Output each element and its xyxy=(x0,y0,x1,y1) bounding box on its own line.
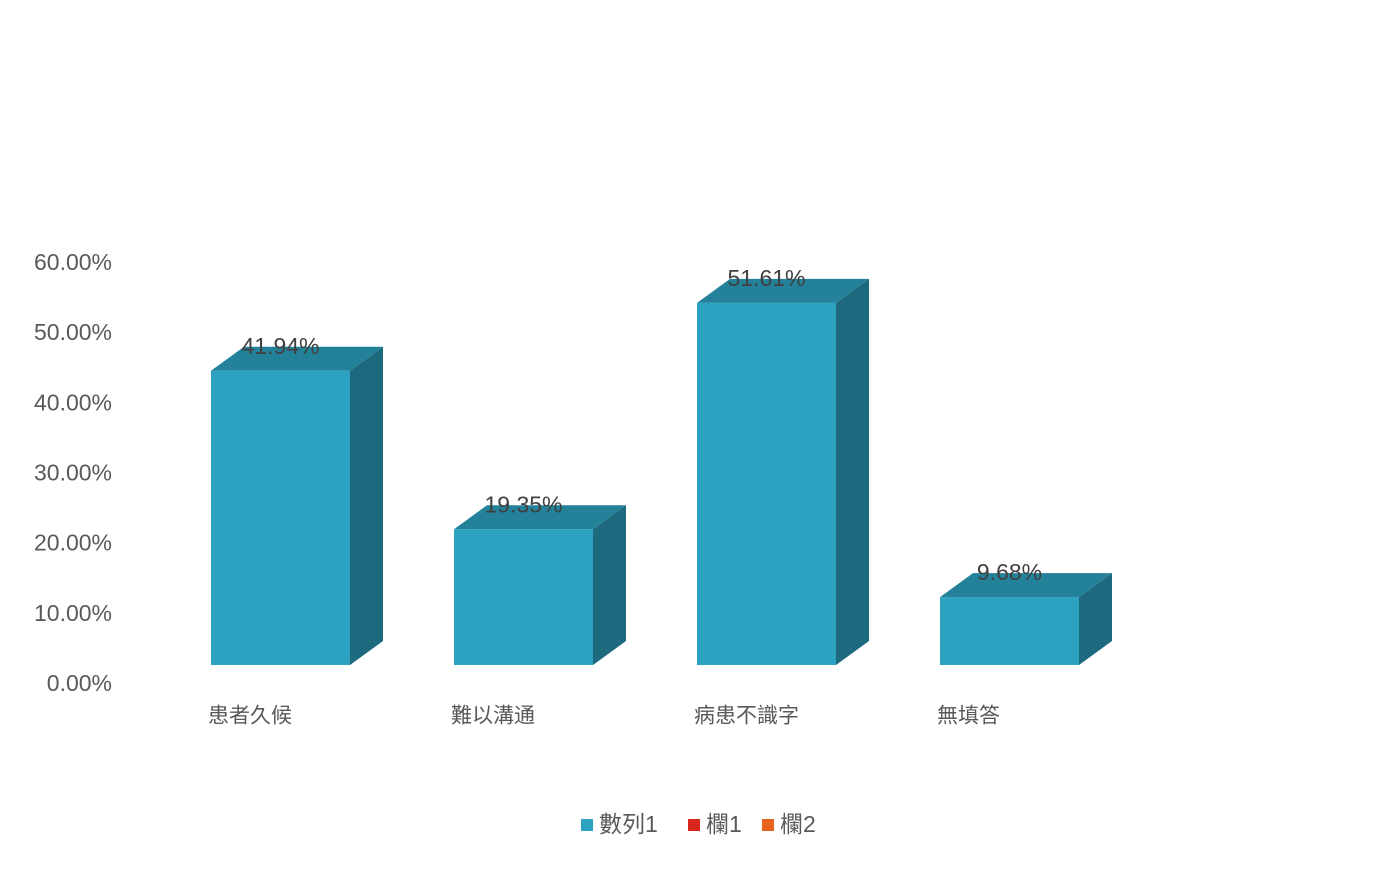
legend-label: 欄1 xyxy=(706,811,742,837)
y-tick-label: 40.00% xyxy=(34,389,112,415)
y-tick-label: 20.00% xyxy=(34,530,112,556)
y-tick-label: 10.00% xyxy=(34,600,112,626)
y-tick-label: 60.00% xyxy=(34,249,112,275)
bar-side xyxy=(350,346,383,665)
data-label: 9.68% xyxy=(977,559,1042,585)
x-tick-label: 難以溝通 xyxy=(451,705,535,728)
data-label: 41.94% xyxy=(241,333,319,359)
legend-swatch xyxy=(581,819,593,831)
x-tick-label: 病患不識字 xyxy=(694,705,799,728)
bar xyxy=(940,597,1079,665)
bar xyxy=(211,370,350,665)
x-tick-label: 無填答 xyxy=(937,705,1000,728)
y-tick-label: 0.00% xyxy=(47,670,112,696)
legend-label: 數列1 xyxy=(599,811,658,837)
data-label: 51.61% xyxy=(727,265,805,291)
y-tick-label: 30.00% xyxy=(34,460,112,486)
bar-top xyxy=(211,346,383,371)
bar-top xyxy=(697,278,869,303)
legend-swatch xyxy=(762,819,774,831)
bar-side xyxy=(1079,573,1112,665)
legend-label: 欄2 xyxy=(780,811,816,837)
y-tick-label: 50.00% xyxy=(34,319,112,345)
x-tick-label: 患者久候 xyxy=(208,705,292,728)
bar xyxy=(697,302,836,665)
bar-top xyxy=(940,573,1112,598)
bar-side xyxy=(593,505,626,665)
data-label: 19.35% xyxy=(484,491,562,517)
bar-top xyxy=(454,505,626,530)
bar xyxy=(454,529,593,665)
legend-swatch xyxy=(688,819,700,831)
bar-side xyxy=(836,278,869,665)
